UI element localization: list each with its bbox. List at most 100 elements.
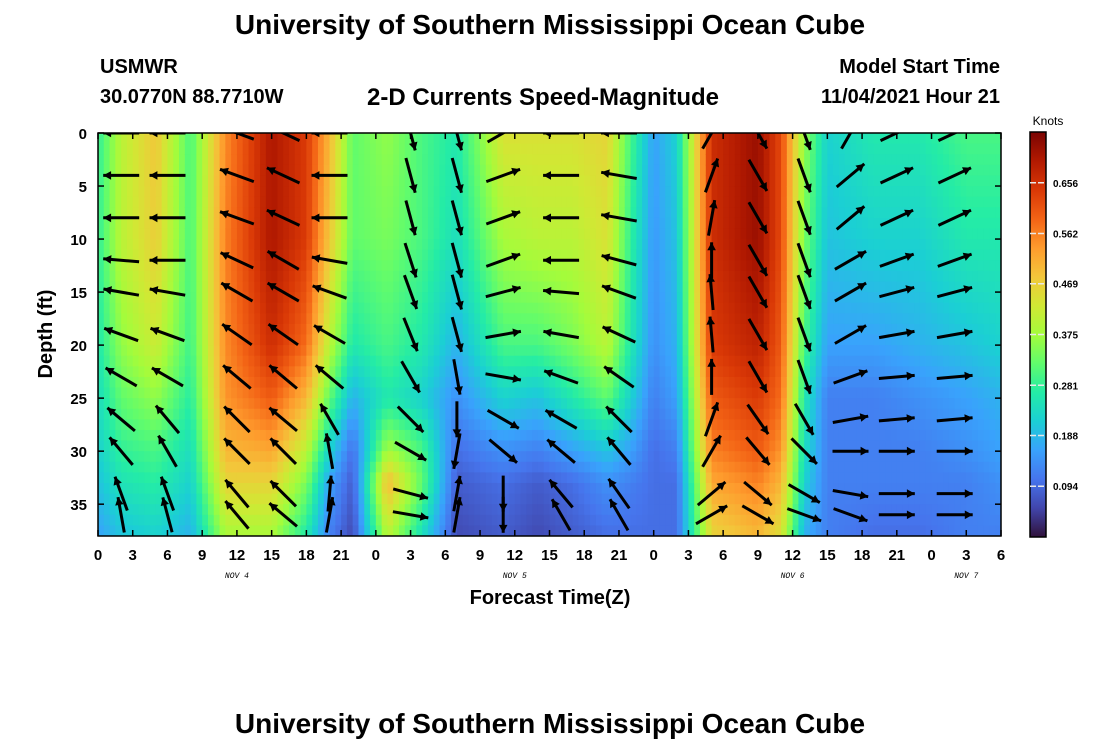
heatmap-cell [838, 461, 846, 473]
heatmap-cell [497, 196, 504, 208]
heatmap-cell [445, 525, 452, 536]
heatmap-cell [439, 355, 446, 367]
heatmap-cell [341, 260, 348, 272]
heatmap-cell [532, 164, 539, 177]
heatmap-cell [815, 440, 823, 452]
heatmap-cell [254, 207, 261, 219]
heatmap-cell [207, 451, 215, 463]
heatmap-cell [740, 451, 747, 463]
heatmap-cell [532, 482, 539, 495]
heatmap-cell [595, 366, 603, 378]
heatmap-cell [624, 175, 632, 187]
heatmap-cell [775, 302, 782, 314]
heatmap-cell [555, 292, 562, 304]
heatmap-cell [746, 514, 753, 526]
heatmap-cell [126, 217, 134, 230]
heatmap-cell [775, 270, 782, 283]
heatmap-cell [584, 164, 591, 177]
heatmap-cell [566, 323, 574, 336]
heatmap-cell [260, 175, 267, 187]
heatmap-cell [659, 366, 666, 378]
heatmap-cell [190, 461, 198, 473]
heatmap-cell [850, 196, 857, 208]
heatmap-cell [815, 376, 823, 389]
heatmap-cell [833, 164, 840, 177]
heatmap-cell [618, 429, 626, 442]
heatmap-cell [613, 270, 620, 283]
heatmap-cell [410, 355, 417, 367]
heatmap-cell [173, 323, 180, 336]
heatmap-cell [312, 514, 319, 526]
heatmap-cell [781, 260, 788, 272]
heatmap-cell [161, 493, 169, 505]
heatmap-cell [786, 270, 794, 283]
heatmap-cell [248, 408, 255, 420]
heatmap-cell [700, 482, 707, 495]
heatmap-cell [462, 260, 470, 272]
heatmap-cell [231, 164, 238, 177]
heatmap-cell [150, 408, 157, 420]
heatmap-cell [323, 228, 331, 240]
heatmap-cell [242, 207, 250, 219]
heatmap-cell [277, 387, 284, 399]
heatmap-cell [815, 355, 823, 367]
heatmap-cell [121, 376, 128, 389]
heatmap-cell [503, 514, 510, 526]
heatmap-cell [161, 387, 169, 399]
heatmap-cell [485, 133, 493, 145]
heatmap-cell [676, 334, 684, 346]
heatmap-cell [474, 260, 481, 272]
heatmap-cell [410, 440, 417, 452]
heatmap-cell [624, 451, 632, 463]
heatmap-cell [404, 228, 412, 240]
heatmap-cell [445, 260, 452, 272]
heatmap-cell [491, 461, 499, 473]
heatmap-cell [207, 398, 215, 410]
heatmap-cell [265, 408, 273, 420]
heatmap-cell [161, 376, 169, 389]
heatmap-cell [399, 196, 406, 208]
heatmap-cell [300, 525, 307, 536]
heatmap-cell [561, 239, 568, 251]
heatmap-cell [503, 419, 510, 431]
heatmap-cell [555, 175, 562, 187]
heatmap-cell [387, 482, 394, 495]
heatmap-cell [561, 376, 568, 389]
heatmap-cell [752, 482, 759, 495]
heatmap-cell [642, 228, 649, 240]
heatmap-cell [231, 387, 238, 399]
heatmap-cell [734, 408, 742, 420]
heatmap-cell [399, 154, 406, 166]
heatmap-cell [462, 217, 470, 230]
heatmap-cell [642, 175, 649, 187]
heatmap-cell [728, 493, 736, 505]
heatmap-cell [514, 143, 522, 155]
heatmap-cell [717, 451, 724, 463]
heatmap-cell [804, 207, 811, 219]
heatmap-cell [219, 281, 226, 293]
heatmap-cell [260, 482, 267, 495]
heatmap-cell [705, 154, 713, 166]
heatmap-cell [844, 504, 852, 516]
heatmap-cell [300, 472, 307, 484]
heatmap-cell [312, 334, 319, 346]
heatmap-cell [381, 387, 389, 399]
heatmap-cell [497, 376, 504, 389]
heatmap-cell [109, 504, 116, 516]
heatmap-cell [358, 440, 365, 452]
heatmap-cell [132, 366, 140, 378]
heatmap-cell [549, 461, 556, 473]
heatmap-cell [219, 525, 226, 536]
heatmap-cell [844, 451, 852, 463]
heatmap-cell [416, 154, 423, 166]
heatmap-cell [630, 143, 637, 155]
heatmap-cell [103, 355, 111, 367]
heatmap-cell [341, 228, 348, 240]
heatmap-cell [786, 461, 794, 473]
heatmap-cell [694, 143, 701, 155]
heatmap-cell [387, 493, 394, 505]
heatmap-cell [231, 302, 238, 314]
heatmap-cell [520, 228, 527, 240]
heatmap-cell [566, 143, 574, 155]
heatmap-cell [300, 175, 307, 187]
